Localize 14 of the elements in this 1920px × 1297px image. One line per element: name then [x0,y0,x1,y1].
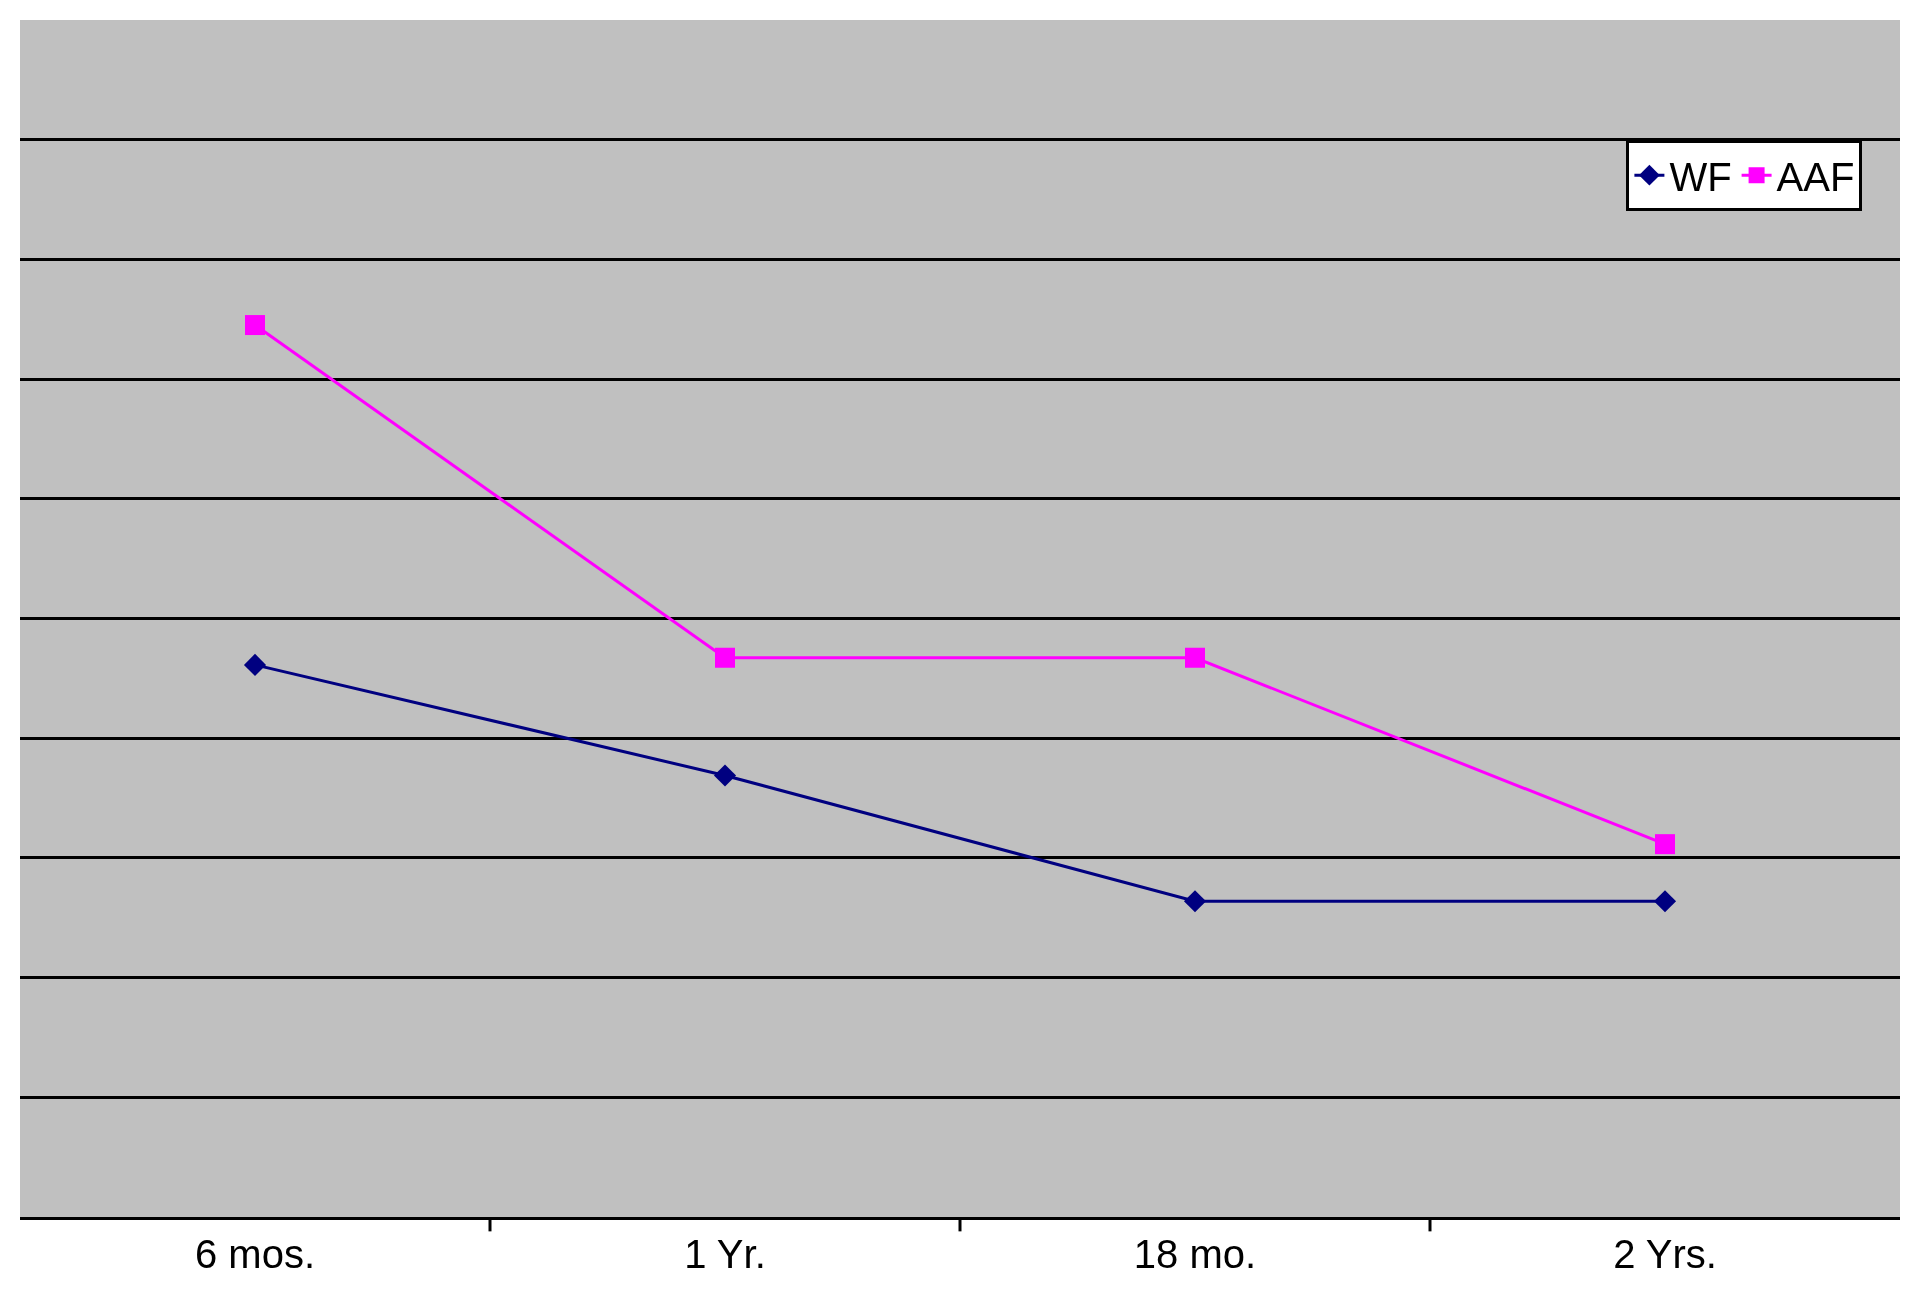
x-tick-label: 6 mos. [194,1232,316,1276]
x-tick-label: 2 Yrs. [1613,1232,1717,1276]
point [713,764,737,787]
point [1653,890,1677,913]
x-tick-label: 1 Yr. [684,1232,766,1276]
x-tick-label: 18 mo. [1133,1232,1257,1276]
point [243,653,267,676]
point [715,647,735,668]
legend-label: AAF [1776,154,1855,199]
point [1185,647,1205,668]
legend-label: WF [1669,154,1732,199]
point [1183,890,1207,913]
point [1655,834,1675,855]
point [245,315,265,336]
